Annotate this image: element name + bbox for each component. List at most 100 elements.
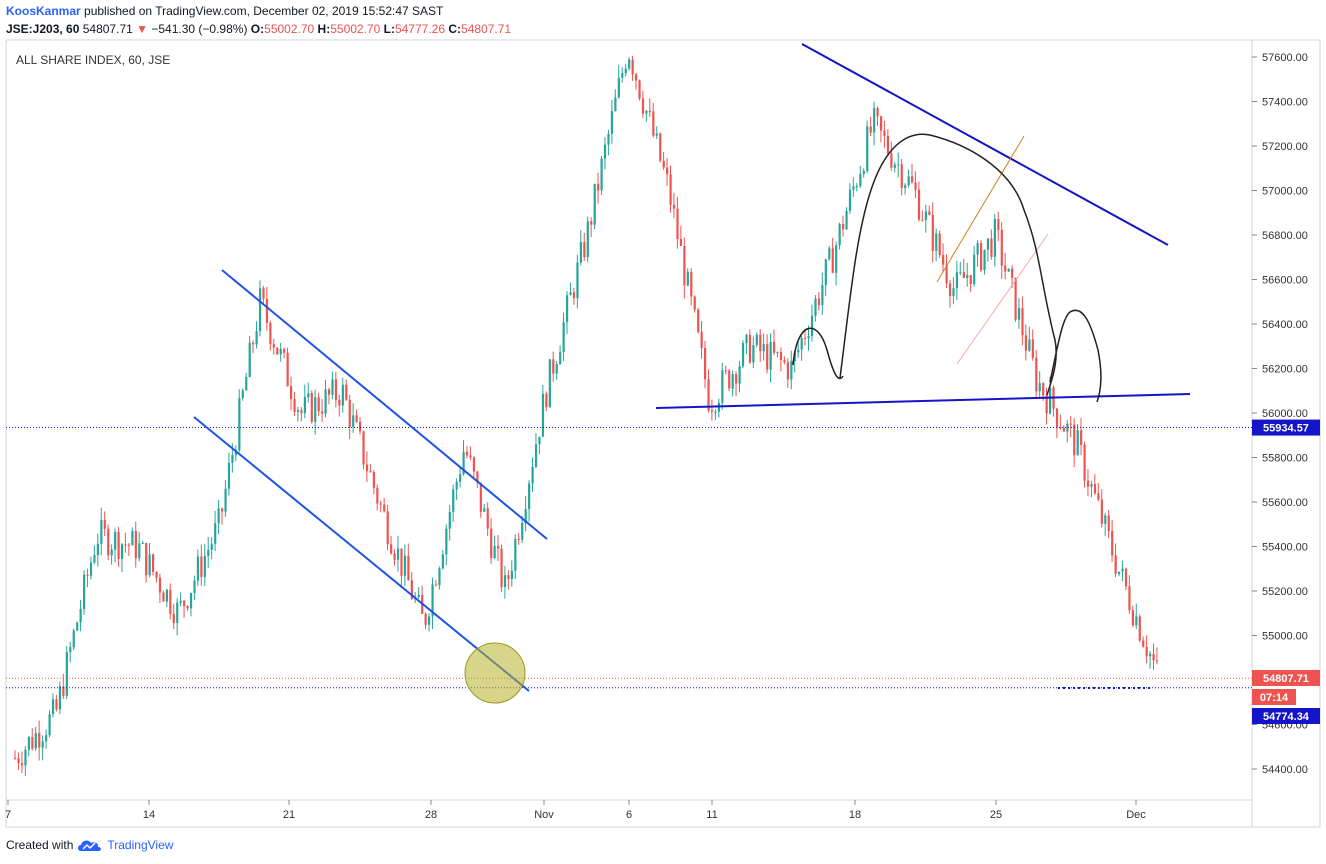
right-shoulder-curve bbox=[1049, 309, 1102, 403]
candle bbox=[855, 182, 858, 192]
candle bbox=[652, 102, 655, 138]
plot-frame bbox=[5, 39, 1321, 828]
candle bbox=[928, 205, 931, 216]
candle bbox=[186, 605, 189, 611]
candle bbox=[352, 403, 355, 433]
candle bbox=[1076, 424, 1079, 456]
candle bbox=[48, 710, 51, 738]
author-link[interactable]: KoosKanmar bbox=[6, 4, 81, 18]
change-value: −541.30 (−0.98%) bbox=[151, 22, 248, 36]
candle bbox=[569, 282, 572, 296]
candle bbox=[866, 120, 869, 174]
y-tick-label: 56600.00 bbox=[1262, 275, 1308, 287]
candle bbox=[541, 385, 545, 437]
candle bbox=[807, 325, 810, 351]
candle bbox=[162, 590, 165, 602]
candle bbox=[276, 347, 279, 356]
candle bbox=[141, 540, 144, 545]
candle bbox=[1090, 480, 1093, 498]
candle bbox=[127, 543, 131, 556]
candle bbox=[952, 277, 955, 304]
x-tick-label: 6 bbox=[626, 809, 632, 821]
candle bbox=[904, 183, 907, 195]
candle bbox=[152, 553, 155, 576]
candle bbox=[804, 328, 807, 346]
candle bbox=[221, 507, 224, 525]
x-tick-label: 18 bbox=[849, 809, 861, 821]
candle bbox=[521, 515, 524, 543]
candle bbox=[34, 726, 37, 751]
candle bbox=[1152, 643, 1155, 670]
candle bbox=[428, 613, 431, 632]
candle bbox=[365, 451, 369, 483]
candle bbox=[383, 498, 386, 513]
candle bbox=[14, 750, 17, 760]
candle bbox=[873, 101, 876, 146]
candle bbox=[700, 321, 703, 359]
support-touch-circle bbox=[464, 642, 526, 704]
candle bbox=[886, 129, 890, 157]
candle bbox=[262, 285, 265, 304]
candle bbox=[265, 286, 269, 331]
candle bbox=[769, 333, 772, 383]
close-value: 54807.71 bbox=[461, 22, 512, 36]
candle bbox=[510, 560, 513, 587]
candle bbox=[1114, 543, 1117, 578]
candle bbox=[189, 592, 193, 617]
candle bbox=[89, 556, 93, 580]
candle bbox=[107, 524, 110, 561]
candle bbox=[1000, 222, 1003, 279]
candles-layer bbox=[14, 55, 1159, 776]
candle bbox=[1021, 296, 1024, 346]
candle bbox=[238, 389, 241, 453]
candle bbox=[359, 417, 362, 435]
candle bbox=[79, 599, 82, 632]
candle bbox=[1086, 468, 1090, 497]
candle bbox=[559, 345, 562, 365]
candle bbox=[669, 165, 672, 213]
candle bbox=[762, 333, 765, 361]
low-label: L: bbox=[383, 22, 395, 36]
price-axis[interactable]: 57600.00 57400.00 57200.00 57000.00 56800.00… bbox=[1252, 52, 1308, 776]
candle bbox=[158, 573, 162, 604]
candle bbox=[983, 249, 986, 275]
price-label-box bbox=[1252, 689, 1296, 705]
y-tick-label: 55000.00 bbox=[1262, 631, 1308, 643]
candle bbox=[1028, 326, 1031, 352]
candle bbox=[445, 524, 448, 566]
price-label: 54774.34 bbox=[1263, 711, 1310, 723]
candle bbox=[214, 510, 217, 552]
candle bbox=[196, 549, 200, 587]
candle bbox=[1049, 376, 1052, 415]
candle bbox=[690, 268, 693, 306]
candle bbox=[931, 202, 934, 263]
candle bbox=[100, 507, 103, 556]
candle bbox=[17, 752, 20, 770]
candle bbox=[465, 446, 469, 459]
candle bbox=[776, 351, 779, 358]
candle bbox=[1073, 418, 1076, 468]
candle bbox=[555, 360, 558, 380]
candle bbox=[76, 621, 79, 632]
candle bbox=[993, 214, 996, 267]
candle bbox=[528, 480, 531, 522]
time-axis[interactable]: 7 14 21 28 Nov 6 11 18 25 Dec bbox=[5, 800, 1146, 821]
tradingview-brand-link[interactable]: TradingView bbox=[107, 838, 174, 852]
candle bbox=[396, 535, 400, 572]
candle bbox=[879, 115, 883, 143]
candle bbox=[176, 598, 179, 636]
candle bbox=[1100, 488, 1103, 528]
candle bbox=[624, 63, 627, 77]
candle bbox=[1062, 425, 1065, 432]
candle bbox=[1155, 647, 1159, 665]
candle bbox=[783, 356, 786, 365]
candle bbox=[1045, 387, 1048, 425]
candle bbox=[431, 577, 434, 630]
candle bbox=[20, 751, 24, 774]
candle bbox=[355, 409, 358, 423]
candle bbox=[962, 258, 965, 279]
candle bbox=[1031, 329, 1034, 361]
candle bbox=[293, 391, 296, 416]
close-label: C: bbox=[448, 22, 462, 36]
